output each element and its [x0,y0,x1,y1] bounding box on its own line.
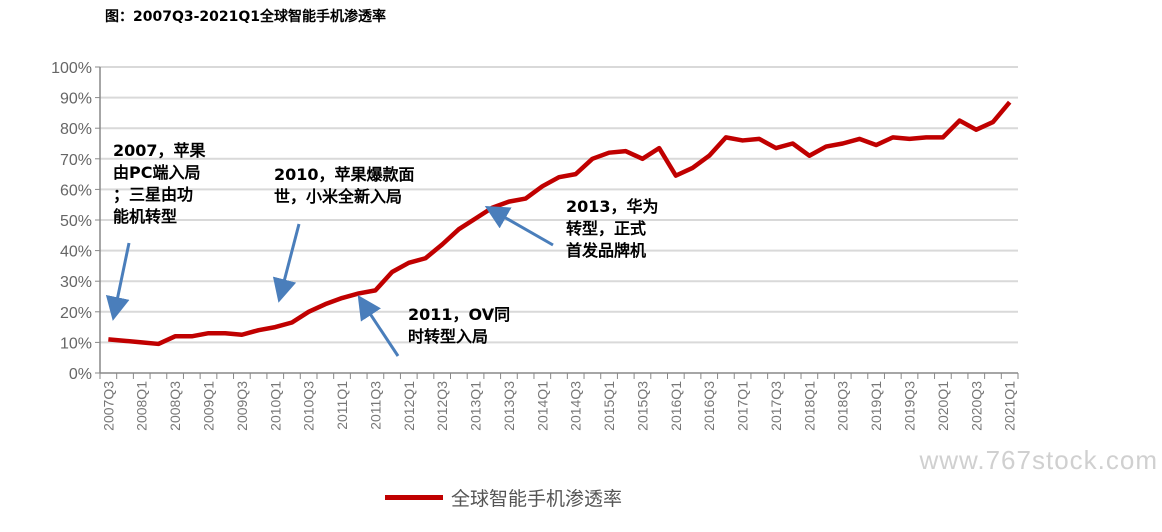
legend: 全球智能手机渗透率 [385,484,622,511]
y-tick-label: 40% [60,244,92,261]
annotation-2007: 2007，苹果 由PC端入局 ；三星由功 能机转型 [113,141,206,226]
x-tick-label: 2016Q3 [701,381,717,431]
x-tick-label: 2018Q3 [835,381,851,431]
legend-label: 全球智能手机渗透率 [451,488,623,510]
x-tick-label: 2010Q1 [267,381,283,431]
x-tick-label: 2018Q1 [801,381,817,431]
x-tick-label: 2009Q3 [234,381,250,431]
annotation-arrow [357,294,400,357]
watermark: www.767stock.com [919,445,1158,475]
x-tick-label: 2011Q1 [334,381,350,430]
x-tick-label: 2020Q3 [968,381,984,431]
x-tick-label: 2008Q3 [167,381,183,431]
annotation-2011: 2011，OV同 时转型入局 [408,305,511,346]
y-tick-label: 70% [60,152,92,169]
x-tick-label: 2012Q3 [434,381,450,431]
x-tick-label: 2020Q1 [935,381,951,431]
annotation-arrow [105,242,131,321]
x-tick-label: 2007Q3 [100,381,116,431]
x-tick-label: 2013Q1 [468,381,484,431]
x-tick-label: 2012Q1 [401,381,417,431]
chart-title: 图：2007Q3-2021Q1全球智能手机渗透率 [105,9,387,25]
y-tick-label: 50% [60,213,92,230]
x-tick-label: 2008Q1 [134,381,150,431]
x-tick-label: 2015Q3 [634,381,650,431]
x-tick-label: 2019Q1 [868,381,884,431]
x-tick-label: 2014Q3 [568,381,584,431]
x-tick-label: 2016Q1 [668,381,684,431]
y-tick-label: 10% [60,335,92,352]
y-tick-label: 20% [60,305,92,322]
annotation-2010: 2010，苹果爆款面 世，小米全新入局 [274,165,415,206]
y-tick-label: 30% [60,274,92,291]
annotation-arrow [484,206,554,247]
x-tick-label: 2017Q1 [735,381,751,431]
x-tick-label: 2011Q3 [367,381,383,430]
legend-swatch [385,495,443,500]
x-tick-label: 2014Q1 [534,381,550,431]
y-tick-label: 100% [51,60,92,77]
x-tick-label: 2021Q1 [1002,381,1018,431]
y-tick-label: 0% [69,366,92,383]
annotation-2013: 2013，华为 转型，正式 首发品牌机 [566,197,659,260]
x-tick-label: 2015Q1 [601,381,617,431]
series-line [108,100,1012,347]
x-tick-label: 2010Q3 [301,381,317,431]
y-tick-label: 90% [60,91,92,108]
x-tick-label: 2019Q3 [902,381,918,431]
y-tick-label: 60% [60,182,92,199]
annotation-arrow [272,223,301,303]
x-tick-label: 2013Q3 [501,381,517,431]
y-tick-label: 80% [60,121,92,138]
x-tick-label: 2017Q3 [768,381,784,431]
x-tick-label: 2009Q1 [200,381,216,431]
